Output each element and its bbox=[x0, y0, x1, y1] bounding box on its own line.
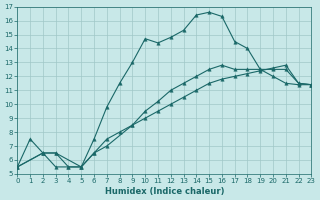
X-axis label: Humidex (Indice chaleur): Humidex (Indice chaleur) bbox=[105, 187, 224, 196]
